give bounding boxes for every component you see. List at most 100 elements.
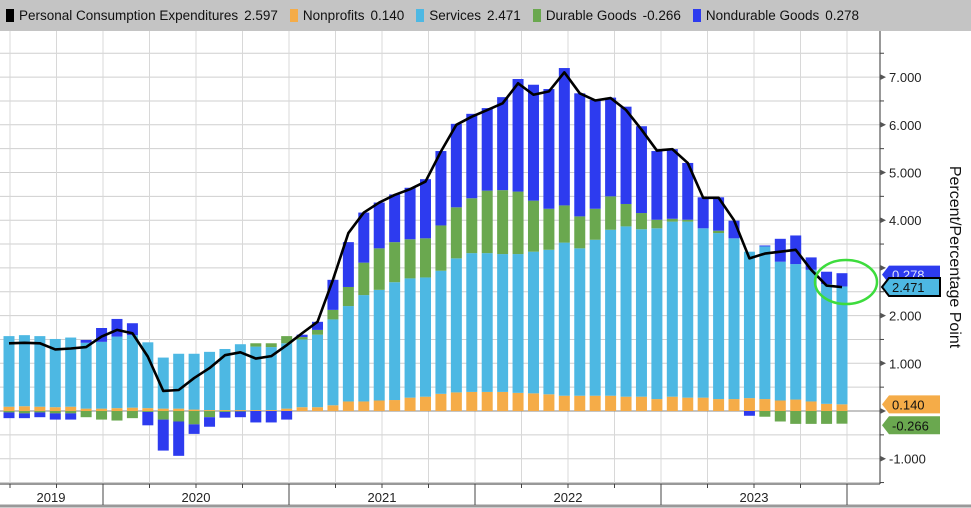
- bar-segment-durable-goods: [713, 230, 725, 234]
- bar-segment-nonprofits: [234, 410, 246, 411]
- bar-segment-durable-goods: [466, 198, 478, 254]
- bar-segment-nondurable-goods: [666, 149, 678, 219]
- legend-value: 2.597: [244, 8, 278, 23]
- bar-segment-nonprofits: [65, 406, 77, 411]
- bar-segment-nondurable-goods: [743, 411, 755, 416]
- bar-segment-nonprofits: [3, 406, 15, 411]
- bar-segment-durable-goods: [404, 239, 416, 279]
- bar-segment-durable-goods: [327, 309, 339, 320]
- bar-segment-services: [296, 339, 308, 408]
- bar-segment-nondurable-goods: [497, 97, 509, 191]
- bar-segment-durable-goods: [142, 411, 154, 412]
- legend-item[interactable]: Nonprofits 0.140: [289, 8, 404, 23]
- bar-segment-nondurable-goods: [435, 151, 447, 226]
- legend-item[interactable]: Personal Consumption Expenditures 2.597: [6, 8, 278, 23]
- bar-segment-nonprofits: [543, 394, 555, 411]
- bar-segment-nondurable-goods: [543, 89, 555, 209]
- bar-segment-nonprofits: [450, 392, 462, 411]
- bar-segment-nonprofits: [651, 399, 663, 411]
- bar-segment-nonprofits: [312, 407, 324, 411]
- bar-segment-nonprofits: [558, 395, 570, 411]
- y-tick-arrow: [880, 360, 886, 367]
- bar-segment-services: [111, 336, 123, 409]
- bar-segment-nondurable-goods: [728, 220, 740, 239]
- legend-item[interactable]: Durable Goods -0.266: [532, 8, 681, 23]
- bar-segment-services: [157, 357, 169, 409]
- bar-segment-services: [790, 264, 802, 400]
- highlight-circle: [813, 258, 879, 306]
- bar-segment-nonprofits: [512, 392, 524, 411]
- bar-segment-nondurable-goods: [574, 93, 586, 217]
- legend-swatch: [692, 9, 701, 22]
- bar-segment-nondurable-goods: [142, 411, 154, 426]
- last-value-tag-label: 2.471: [892, 280, 925, 295]
- bar-segment-nondurable-goods: [173, 421, 185, 456]
- legend-label: Services: [429, 8, 482, 23]
- bar-segment-nondurable-goods: [620, 106, 632, 204]
- bar-segment-durable-goods: [373, 248, 385, 290]
- bar-segment-nondurable-goods: [96, 328, 108, 342]
- bar-segment-nondurable-goods: [111, 318, 123, 337]
- bar-segment-durable-goods: [759, 411, 771, 417]
- bar-segment-durable-goods: [111, 411, 123, 421]
- pce-line: [8, 71, 843, 393]
- bar-segment-nondurable-goods: [420, 179, 431, 239]
- legend-item[interactable]: Services 2.471: [416, 8, 521, 23]
- bar-segment-services: [358, 295, 370, 402]
- legend-swatch: [532, 9, 541, 22]
- last-value-tag: [882, 416, 940, 435]
- bar-segment-nonprofits: [265, 410, 277, 411]
- bar-segment-services: [49, 338, 61, 408]
- bar-segment-nonprofits: [790, 399, 802, 411]
- bar-segment-services: [481, 253, 493, 392]
- bar-segment-nondurable-goods: [713, 197, 725, 231]
- bar-segment-services: [281, 343, 293, 409]
- bar-segment-nonprofits: [142, 408, 154, 411]
- bar-segment-services: [466, 253, 478, 392]
- bar-segment-durable-goods: [635, 213, 647, 230]
- bar-segment-nondurable-goods: [635, 126, 647, 214]
- bar-segment-nondurable-goods: [836, 273, 848, 287]
- bar-segment-durable-goods: [389, 242, 401, 283]
- bar-segment-nonprofits: [527, 393, 539, 411]
- bar-segment-services: [342, 306, 354, 402]
- bar-segment-nonprofits: [435, 393, 447, 411]
- bar-segment-nonprofits: [589, 395, 601, 411]
- bar-segment-nondurable-goods: [49, 413, 61, 420]
- bar-segment-nondurable-goods: [805, 257, 817, 270]
- bar-segment-nonprofits: [111, 408, 123, 411]
- bar-segment-services: [512, 254, 524, 393]
- bar-segment-nondurable-goods: [466, 113, 478, 199]
- bar-segment-nondurable-goods: [157, 419, 169, 451]
- legend-label: Nondurable Goods: [705, 8, 820, 23]
- bar-segment-nonprofits: [466, 391, 478, 411]
- bar-segment-durable-goods: [49, 411, 61, 414]
- last-value-tag-label: -0.266: [892, 418, 929, 433]
- bar-segment-durable-goods: [558, 205, 570, 243]
- x-axis-band: [0, 484, 880, 508]
- bar-segment-services: [574, 248, 586, 396]
- bar-segment-durable-goods: [281, 336, 293, 344]
- bar-segment-services: [743, 251, 755, 399]
- bar-segment-nonprofits: [774, 400, 786, 411]
- bar-segment-nondurable-goods: [265, 411, 277, 423]
- bar-segment-services: [404, 278, 416, 398]
- bar-segment-nondurable-goods: [126, 323, 138, 336]
- y-tick-arrow: [880, 121, 886, 128]
- bar-segment-nondurable-goods: [774, 238, 786, 262]
- chart-legend: Personal Consumption Expenditures 2.597 No…: [0, 0, 971, 31]
- bar-segment-services: [605, 229, 617, 396]
- bar-segment-nondurable-goods: [18, 413, 30, 419]
- y-tick-label: 2.000: [889, 309, 922, 324]
- bar-segment-nondurable-goods: [250, 411, 262, 423]
- bar-segment-durable-goods: [450, 207, 462, 259]
- last-value-tag: [882, 395, 940, 414]
- bar-segment-services: [435, 270, 447, 394]
- y-tick-label: 4.000: [889, 213, 922, 228]
- bar-segment-durable-goods: [497, 190, 509, 255]
- bar-segment-services: [420, 277, 431, 397]
- x-year-label: 2021: [368, 490, 397, 505]
- legend-item[interactable]: Nondurable Goods 0.278: [692, 8, 859, 23]
- bar-segment-durable-goods: [358, 262, 370, 296]
- bar-segment-nonprofits: [327, 405, 339, 411]
